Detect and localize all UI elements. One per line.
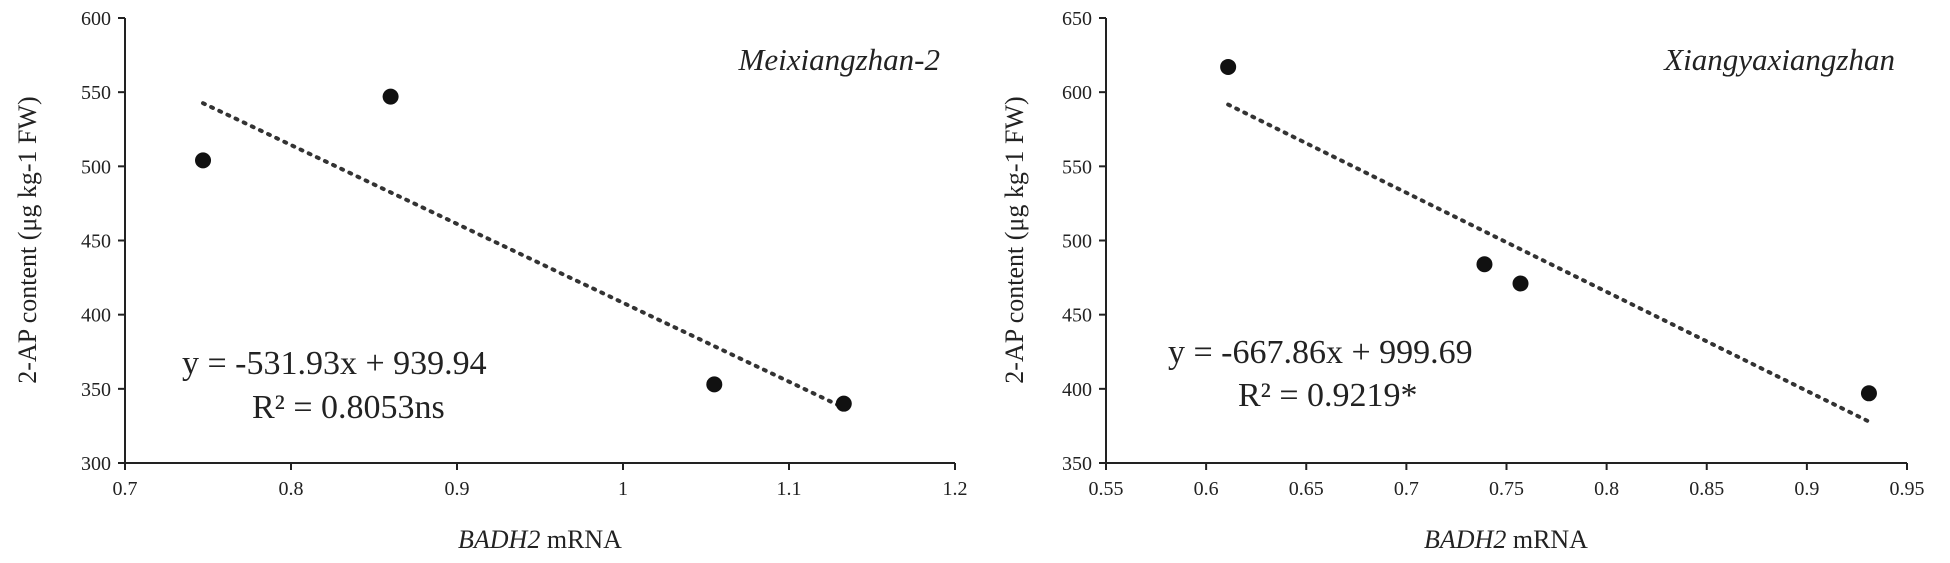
y-axis-title: 2-AP content (μg kg-1 FW) [13, 96, 42, 383]
data-point [1220, 58, 1237, 75]
data-point [1512, 275, 1529, 292]
data-mark-group [195, 88, 852, 412]
y-tick-label: 450 [1062, 305, 1092, 327]
y-tick-label: 600 [1062, 82, 1092, 104]
x-axis-title-unit: mRNA [540, 525, 622, 554]
y-tick-label: 650 [1062, 8, 1092, 30]
x-tick-label: 1.1 [777, 478, 802, 500]
chart-panel-meixiangzhan: 300 350 400 450 500 550 600 0.7 0.8 0.9 1 1.1 1.2 Me… [13, 8, 968, 554]
data-point [835, 395, 852, 412]
x-tick-label: 0.8 [1594, 478, 1619, 500]
y-tick-label: 450 [81, 231, 111, 253]
y-tick-label: 400 [1062, 379, 1092, 401]
x-tick-label: 0.9 [445, 478, 470, 500]
x-axis-title: BADH2 mRNA [458, 525, 622, 554]
r-squared-label: R² = 0.8053ns [252, 389, 445, 426]
x-axis-title-unit: mRNA [1506, 525, 1588, 554]
x-tick-label: 0.55 [1089, 478, 1124, 500]
data-point [1860, 385, 1877, 402]
x-tick-label: 0.95 [1890, 478, 1925, 500]
data-point [195, 152, 212, 169]
y-tick-label: 400 [81, 305, 111, 327]
x-tick-label: 0.9 [1794, 478, 1819, 500]
x-axis-title-gene: BADH2 [1424, 525, 1506, 554]
r-squared-label: R² = 0.9219* [1238, 377, 1418, 414]
tick-group: 300 350 400 450 500 550 600 0.7 0.8 0.9 1 1.1 1.2 [81, 8, 968, 500]
data-point [382, 88, 399, 105]
y-tick-label: 300 [81, 453, 111, 475]
regression-equation: y = -531.93x + 939.94 [182, 345, 487, 382]
y-tick-label: 500 [1062, 231, 1092, 253]
y-tick-label: 550 [81, 82, 111, 104]
x-tick-label: 0.6 [1194, 478, 1219, 500]
x-axis-title-gene: BADH2 [458, 525, 540, 554]
y-tick-label: 600 [81, 8, 111, 30]
x-tick-label: 0.75 [1489, 478, 1524, 500]
y-tick-label: 350 [1062, 453, 1092, 475]
sample-title: Xiangyaxiangzhan [1662, 42, 1895, 77]
linear-trendline [201, 101, 846, 410]
tick-group: 350 400 450 500 550 600 650 0.55 0.6 0.65 0.7 0.75 0… [1062, 8, 1925, 500]
y-tick-label: 550 [1062, 156, 1092, 178]
x-tick-label: 0.7 [113, 478, 138, 500]
y-tick-label: 500 [81, 156, 111, 178]
x-tick-label: 1.2 [943, 478, 968, 500]
linear-trendline [1226, 102, 1871, 424]
x-tick-label: 0.7 [1394, 478, 1419, 500]
sample-title: Meixiangzhan-2 [738, 42, 940, 77]
y-axis-title: 2-AP content (μg kg-1 FW) [1000, 96, 1029, 383]
regression-equation: y = -667.86x + 999.69 [1168, 334, 1473, 371]
x-tick-label: 0.85 [1689, 478, 1724, 500]
x-axis-title: BADH2 mRNA [1424, 525, 1588, 554]
data-point [706, 376, 723, 393]
x-tick-label: 0.65 [1289, 478, 1324, 500]
x-tick-label: 1 [618, 478, 628, 500]
y-tick-label: 350 [81, 379, 111, 401]
x-tick-label: 0.8 [279, 478, 304, 500]
data-point [1476, 256, 1493, 273]
chart-panel-xiangyaxiangzhan: 350 400 450 500 550 600 650 0.55 0.6 0.65 0.7 0.75 0… [1000, 8, 1925, 554]
data-mark-group [1220, 58, 1877, 424]
